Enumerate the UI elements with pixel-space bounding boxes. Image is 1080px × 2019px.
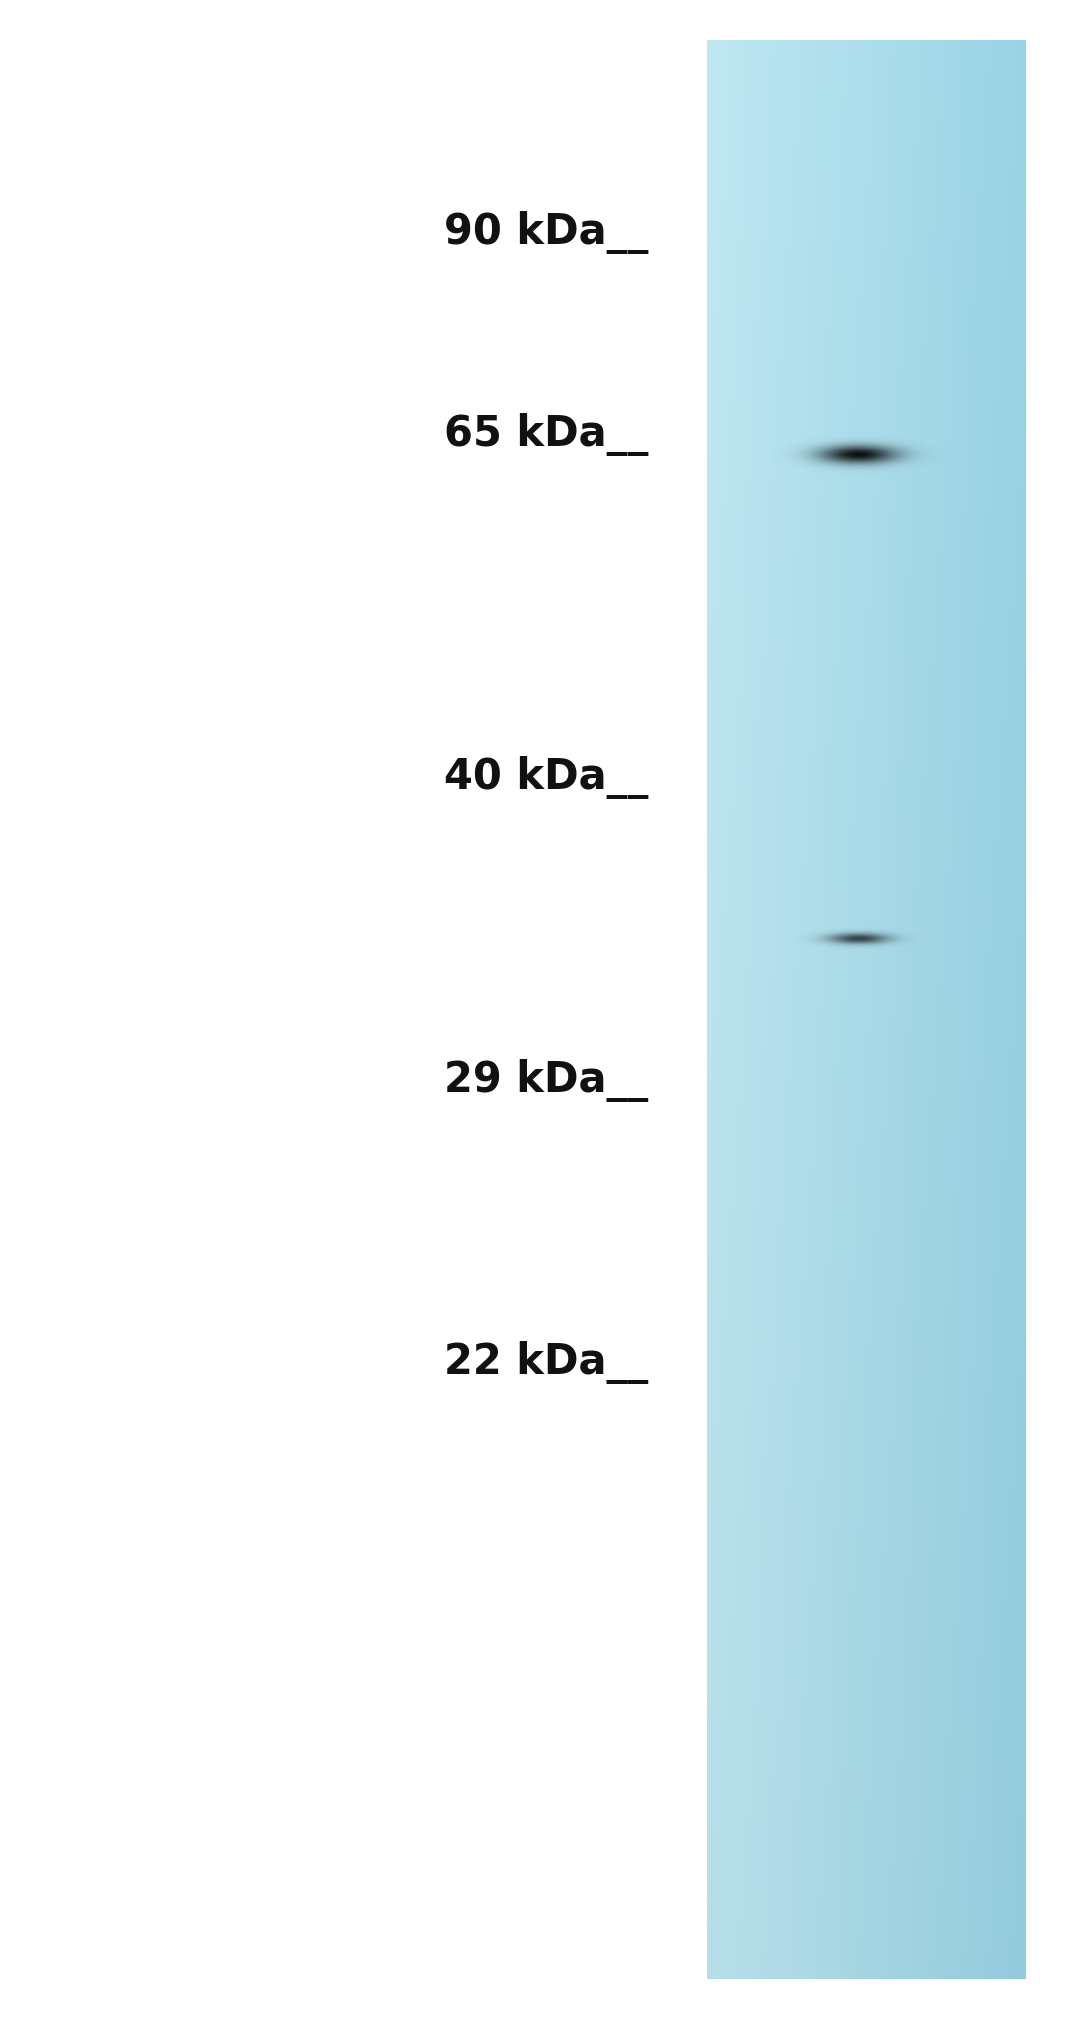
Text: 29 kDa__: 29 kDa__: [444, 1058, 648, 1102]
Text: 40 kDa__: 40 kDa__: [444, 755, 648, 800]
Text: 65 kDa__: 65 kDa__: [444, 412, 648, 456]
Text: 22 kDa__: 22 kDa__: [444, 1341, 648, 1385]
Text: 90 kDa__: 90 kDa__: [444, 210, 648, 254]
